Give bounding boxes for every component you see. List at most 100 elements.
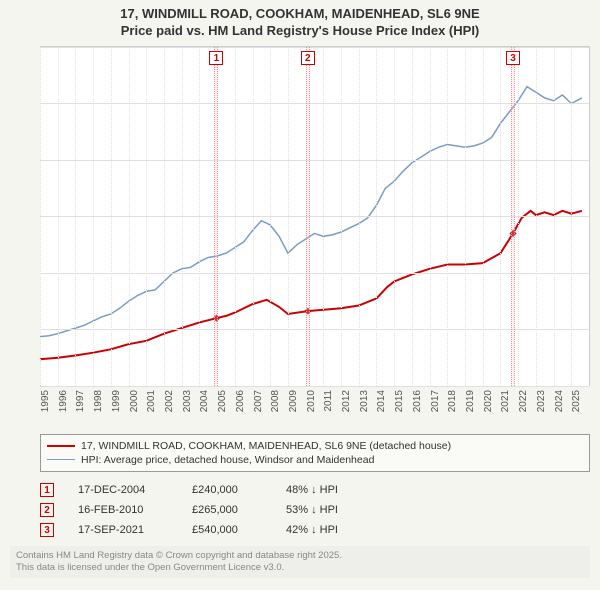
footnote-line: This data is licensed under the Open Gov… bbox=[16, 562, 584, 574]
grid-line-v bbox=[376, 47, 377, 386]
grid-line-v bbox=[323, 47, 324, 386]
x-tick-label: 2017 bbox=[430, 390, 441, 412]
grid-line-h bbox=[40, 160, 589, 161]
sale-price: £540,000 bbox=[192, 524, 262, 536]
grid-line-v bbox=[430, 47, 431, 386]
sale-row: 3 17-SEP-2021 £540,000 42% ↓ HPI bbox=[40, 520, 590, 540]
grid-line-v bbox=[253, 47, 254, 386]
grid-line-h bbox=[40, 329, 589, 330]
x-tick-label: 2012 bbox=[341, 390, 352, 412]
grid-line-v bbox=[75, 47, 76, 386]
x-tick-label: 2018 bbox=[447, 390, 458, 412]
sale-vs-hpi: 53% ↓ HPI bbox=[286, 504, 366, 516]
marker-band bbox=[214, 47, 218, 386]
x-tick-label: 1999 bbox=[111, 390, 122, 412]
grid-line-v bbox=[58, 47, 59, 386]
x-tick-label: 2006 bbox=[235, 390, 246, 412]
x-tick-label: 2023 bbox=[536, 390, 547, 412]
grid-line-h bbox=[40, 386, 589, 387]
title-subtitle: Price paid vs. HM Land Registry's House … bbox=[10, 23, 590, 40]
x-tick-label: 2002 bbox=[164, 390, 175, 412]
legend-swatch bbox=[47, 445, 75, 447]
grid-line-v bbox=[235, 47, 236, 386]
legend-swatch bbox=[47, 459, 75, 460]
legend-item: HPI: Average price, detached house, Wind… bbox=[47, 453, 583, 467]
x-tick-label: 2020 bbox=[483, 390, 494, 412]
sale-date: 17-SEP-2021 bbox=[78, 524, 168, 536]
x-tick-label: 2021 bbox=[500, 390, 511, 412]
footnote: Contains HM Land Registry data © Crown c… bbox=[10, 546, 590, 579]
grid-line-v bbox=[40, 47, 41, 386]
x-tick-label: 2015 bbox=[394, 390, 405, 412]
x-tick-label: 2007 bbox=[253, 390, 264, 412]
grid-line-v bbox=[288, 47, 289, 386]
x-tick-label: 1995 bbox=[40, 390, 51, 412]
grid-line-v bbox=[270, 47, 271, 386]
grid-line-v bbox=[394, 47, 395, 386]
title-address: 17, WINDMILL ROAD, COOKHAM, MAIDENHEAD, … bbox=[10, 6, 590, 23]
grid-line-h bbox=[40, 216, 589, 217]
marker-number: 2 bbox=[301, 51, 315, 65]
y-tick-label: £600K bbox=[0, 210, 36, 222]
sale-vs-hpi: 48% ↓ HPI bbox=[286, 484, 366, 496]
grid-line-h bbox=[40, 103, 589, 104]
sale-price: £240,000 bbox=[192, 484, 262, 496]
marker-number: 3 bbox=[506, 51, 520, 65]
grid-line-v bbox=[164, 47, 165, 386]
x-axis: 1995199619971998199920002001200220032004… bbox=[40, 388, 590, 428]
x-tick-label: 2011 bbox=[323, 390, 334, 412]
legend-label: 17, WINDMILL ROAD, COOKHAM, MAIDENHEAD, … bbox=[81, 440, 451, 452]
x-tick-label: 2004 bbox=[199, 390, 210, 412]
chart-title: 17, WINDMILL ROAD, COOKHAM, MAIDENHEAD, … bbox=[0, 0, 600, 42]
x-tick-label: 2010 bbox=[306, 390, 317, 412]
grid-line-v bbox=[341, 47, 342, 386]
sale-row: 1 17-DEC-2004 £240,000 48% ↓ HPI bbox=[40, 480, 590, 500]
x-tick-label: 2000 bbox=[129, 390, 140, 412]
sale-row: 2 16-FEB-2010 £265,000 53% ↓ HPI bbox=[40, 500, 590, 520]
x-tick-label: 2005 bbox=[217, 390, 228, 412]
x-tick-label: 2025 bbox=[571, 390, 582, 412]
x-tick-label: 1998 bbox=[93, 390, 104, 412]
plot-area: 1 2 3 bbox=[40, 46, 590, 386]
x-tick-label: 2009 bbox=[288, 390, 299, 412]
grid-line-h bbox=[40, 47, 589, 48]
grid-line-v bbox=[359, 47, 360, 386]
y-tick-label: £1.2M bbox=[0, 40, 36, 52]
grid-line-v bbox=[93, 47, 94, 386]
legend-item: 17, WINDMILL ROAD, COOKHAM, MAIDENHEAD, … bbox=[47, 439, 583, 453]
grid-line-v bbox=[554, 47, 555, 386]
grid-line-v bbox=[182, 47, 183, 386]
sales-table: 1 17-DEC-2004 £240,000 48% ↓ HPI 2 16-FEB-201… bbox=[40, 480, 590, 540]
sale-index: 1 bbox=[40, 483, 54, 497]
grid-line-v bbox=[483, 47, 484, 386]
x-tick-label: 1997 bbox=[75, 390, 86, 412]
y-tick-label: £1M bbox=[0, 97, 36, 109]
sale-date: 17-DEC-2004 bbox=[78, 484, 168, 496]
footnote-line: Contains HM Land Registry data © Crown c… bbox=[16, 550, 584, 562]
marker-band bbox=[306, 47, 310, 386]
chart-container: 17, WINDMILL ROAD, COOKHAM, MAIDENHEAD, … bbox=[0, 0, 600, 590]
x-tick-label: 2014 bbox=[376, 390, 387, 412]
y-tick-label: £800K bbox=[0, 153, 36, 165]
grid-line-v bbox=[146, 47, 147, 386]
grid-line-v bbox=[199, 47, 200, 386]
marker-number: 1 bbox=[209, 51, 223, 65]
x-tick-label: 2024 bbox=[554, 390, 565, 412]
legend: 17, WINDMILL ROAD, COOKHAM, MAIDENHEAD, … bbox=[40, 434, 590, 472]
sale-date: 16-FEB-2010 bbox=[78, 504, 168, 516]
sale-price: £265,000 bbox=[192, 504, 262, 516]
x-tick-label: 2019 bbox=[465, 390, 476, 412]
y-tick-label: £0 bbox=[0, 379, 36, 391]
grid-line-v bbox=[518, 47, 519, 386]
grid-line-v bbox=[412, 47, 413, 386]
legend-label: HPI: Average price, detached house, Wind… bbox=[81, 454, 374, 466]
sale-index: 3 bbox=[40, 523, 54, 537]
sale-index: 2 bbox=[40, 503, 54, 517]
y-tick-label: £200K bbox=[0, 323, 36, 335]
grid-line-v bbox=[129, 47, 130, 386]
x-tick-label: 2001 bbox=[146, 390, 157, 412]
grid-line-v bbox=[536, 47, 537, 386]
grid-line-v bbox=[111, 47, 112, 386]
sale-vs-hpi: 42% ↓ HPI bbox=[286, 524, 366, 536]
marker-band bbox=[511, 47, 515, 386]
